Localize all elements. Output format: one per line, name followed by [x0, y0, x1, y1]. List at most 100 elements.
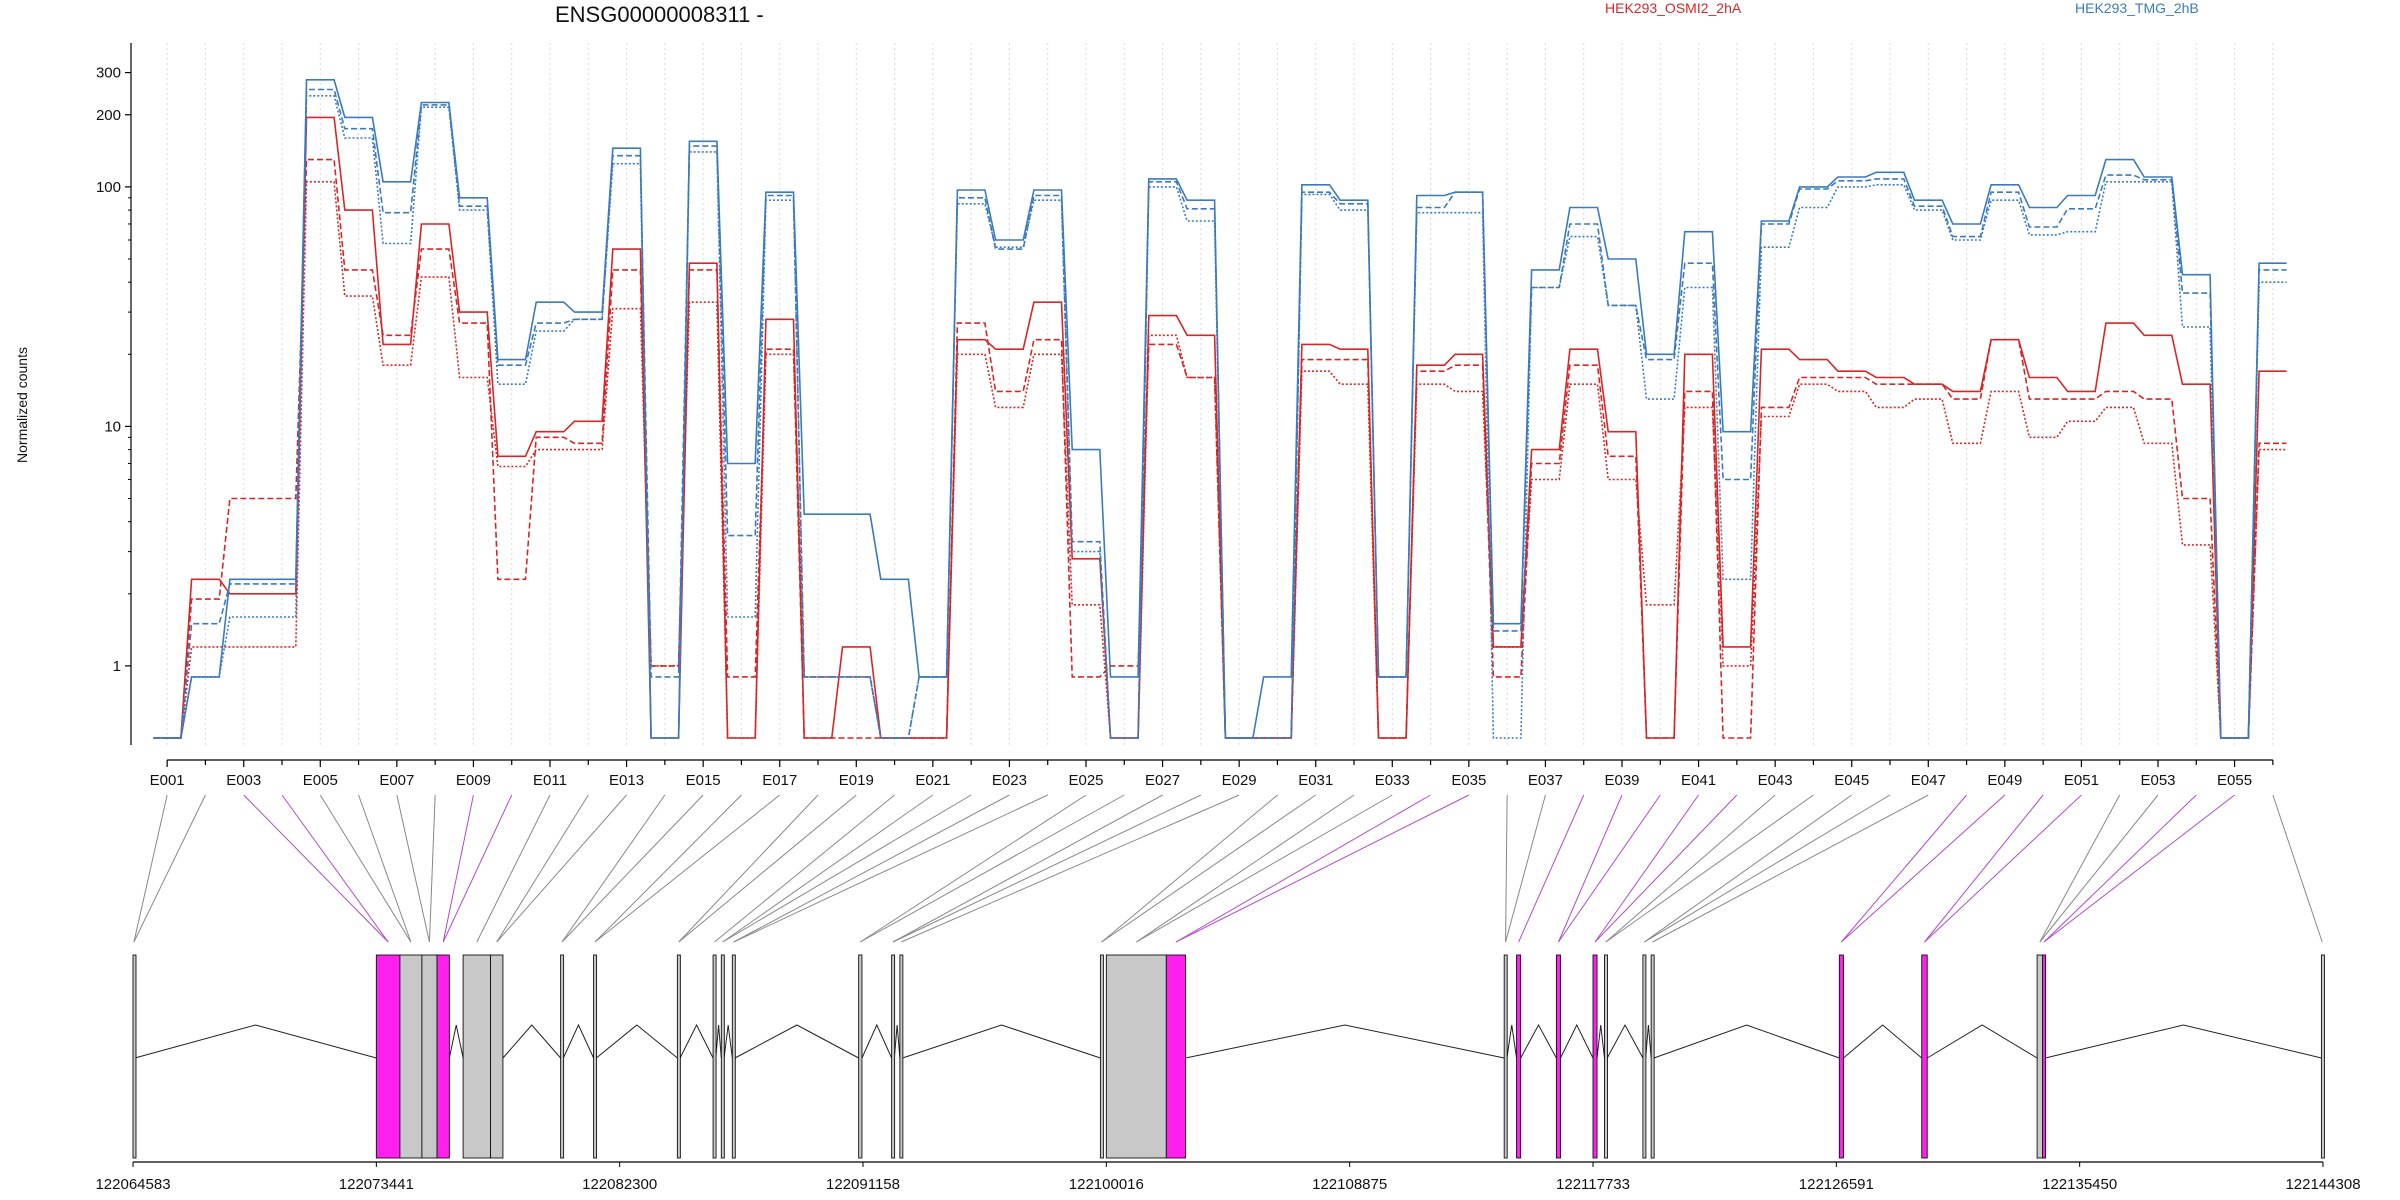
x-tick-label: E037	[1528, 772, 1563, 789]
genomic-axis: 122064583 122073441 122082300 122091158 1221…	[95, 1161, 2361, 1193]
intron	[902, 1024, 1101, 1059]
x-tick-label: E003	[226, 772, 261, 789]
mapping-line	[1924, 794, 2044, 943]
y-axis-label: Normalized counts	[14, 347, 30, 463]
mapping-line	[594, 794, 781, 943]
x-tick-label: E005	[303, 772, 338, 789]
mapping-line	[1652, 794, 1929, 943]
mapping-line	[892, 794, 1202, 943]
exon-box	[399, 954, 423, 1159]
intron	[1843, 1024, 1923, 1059]
x-tick-label: E045	[1834, 772, 1869, 789]
y-tick-label: 10	[104, 418, 121, 435]
intron	[562, 1023, 595, 1059]
mapping-line	[1101, 794, 1278, 943]
intron	[679, 1023, 714, 1059]
mapping-line	[133, 794, 168, 943]
mapping-line	[733, 794, 1010, 943]
x-tick-label: E023	[992, 772, 1027, 789]
mapping-line	[678, 794, 857, 943]
exon-box-highlighted	[2042, 954, 2047, 1159]
x-tick-label: E033	[1375, 772, 1410, 789]
mapping-line	[2039, 794, 2159, 943]
mapping-line	[901, 794, 1240, 943]
mapping-line	[2039, 794, 2121, 943]
genomic-tick-label: 122082300	[582, 1176, 657, 1193]
mapping-line	[496, 794, 589, 943]
intron	[734, 1024, 859, 1059]
vertical-grid	[166, 43, 2274, 745]
x-tick-label: E031	[1298, 772, 1333, 789]
exon-axis: E001 E003 E005 E007 E009 E011 E013 E015 E017 E019…	[150, 759, 2274, 789]
x-tick-label: E013	[609, 772, 644, 789]
mapping-line	[1557, 794, 1623, 943]
mapping-line	[1505, 794, 1546, 943]
intron	[448, 1024, 464, 1059]
intron	[1926, 1024, 2038, 1059]
intron	[1645, 1024, 1652, 1059]
legend-label-series-1: HEK293_OSMI2_2hA	[1605, 0, 1742, 16]
genomic-tick-label: 122117733	[1556, 1176, 1630, 1193]
mapping-line	[561, 794, 666, 943]
exon-box	[858, 954, 863, 1159]
exon-box	[490, 954, 504, 1159]
intron	[715, 1024, 722, 1059]
exon-box	[1099, 954, 1104, 1159]
exon-box-highlighted	[1921, 954, 1928, 1159]
mapping-line	[1558, 794, 1661, 943]
legend-label-series-2: HEK293_TMG_2hB	[2075, 0, 2199, 16]
intron	[1560, 1023, 1594, 1059]
mapping-line	[496, 794, 627, 943]
exon-box	[731, 954, 736, 1159]
mapping-line	[892, 794, 1163, 943]
mapping-line	[678, 794, 819, 943]
mapping-line	[1643, 794, 1853, 943]
exon-box	[676, 954, 681, 1159]
series-line-2	[153, 158, 2287, 739]
intron	[1606, 1023, 1644, 1059]
exon-box	[1604, 954, 1608, 1159]
mapping-line	[1644, 794, 1891, 943]
exon-box	[1503, 954, 1508, 1159]
series-line-6	[153, 95, 2287, 739]
genomic-tick-label: 122144308	[2285, 1176, 2360, 1193]
mapping-line	[2043, 794, 2197, 943]
y-axis: 1 10 100 200 300	[96, 43, 132, 745]
exon-box	[891, 954, 896, 1159]
exon-box-highlighted	[1592, 954, 1598, 1159]
exon-box-highlighted	[1555, 954, 1561, 1159]
mapping-line	[1840, 794, 1967, 943]
mapping-line	[1136, 794, 1355, 943]
mapping-line	[396, 794, 430, 943]
genomic-tick-label: 122100016	[1069, 1176, 1144, 1193]
mapping-line	[860, 794, 1125, 943]
genomic-tick-label: 122135450	[2042, 1176, 2117, 1193]
mapping-line	[1175, 794, 1431, 943]
genomic-tick-label: 122091158	[826, 1176, 900, 1193]
x-tick-label: E055	[2217, 772, 2252, 789]
mapping-line	[442, 794, 474, 943]
exon-box	[132, 954, 137, 1159]
intron	[1520, 1023, 1557, 1059]
x-tick-label: E021	[915, 772, 950, 789]
intron	[1596, 1024, 1605, 1059]
mapping-line	[1594, 794, 1699, 943]
genomic-tick-label: 122126591	[1799, 1176, 1874, 1193]
exon-box	[2320, 954, 2325, 1159]
x-tick-label: E019	[839, 772, 874, 789]
genomic-tick-label: 122108875	[1312, 1176, 1387, 1193]
mapping-line	[1101, 794, 1316, 943]
intron	[723, 1024, 733, 1059]
mapping-line	[561, 794, 704, 943]
exon-box	[712, 954, 717, 1159]
mapping-line	[1175, 794, 1470, 943]
x-tick-label: E025	[1068, 772, 1103, 789]
exon-box	[593, 954, 598, 1159]
x-tick-label: E053	[2140, 772, 2175, 789]
y-tick-label: 200	[96, 107, 121, 124]
x-tick-label: E015	[686, 772, 721, 789]
exon-box	[2036, 954, 2044, 1159]
mapping-line	[1505, 794, 1508, 943]
intron	[1185, 1024, 1505, 1059]
